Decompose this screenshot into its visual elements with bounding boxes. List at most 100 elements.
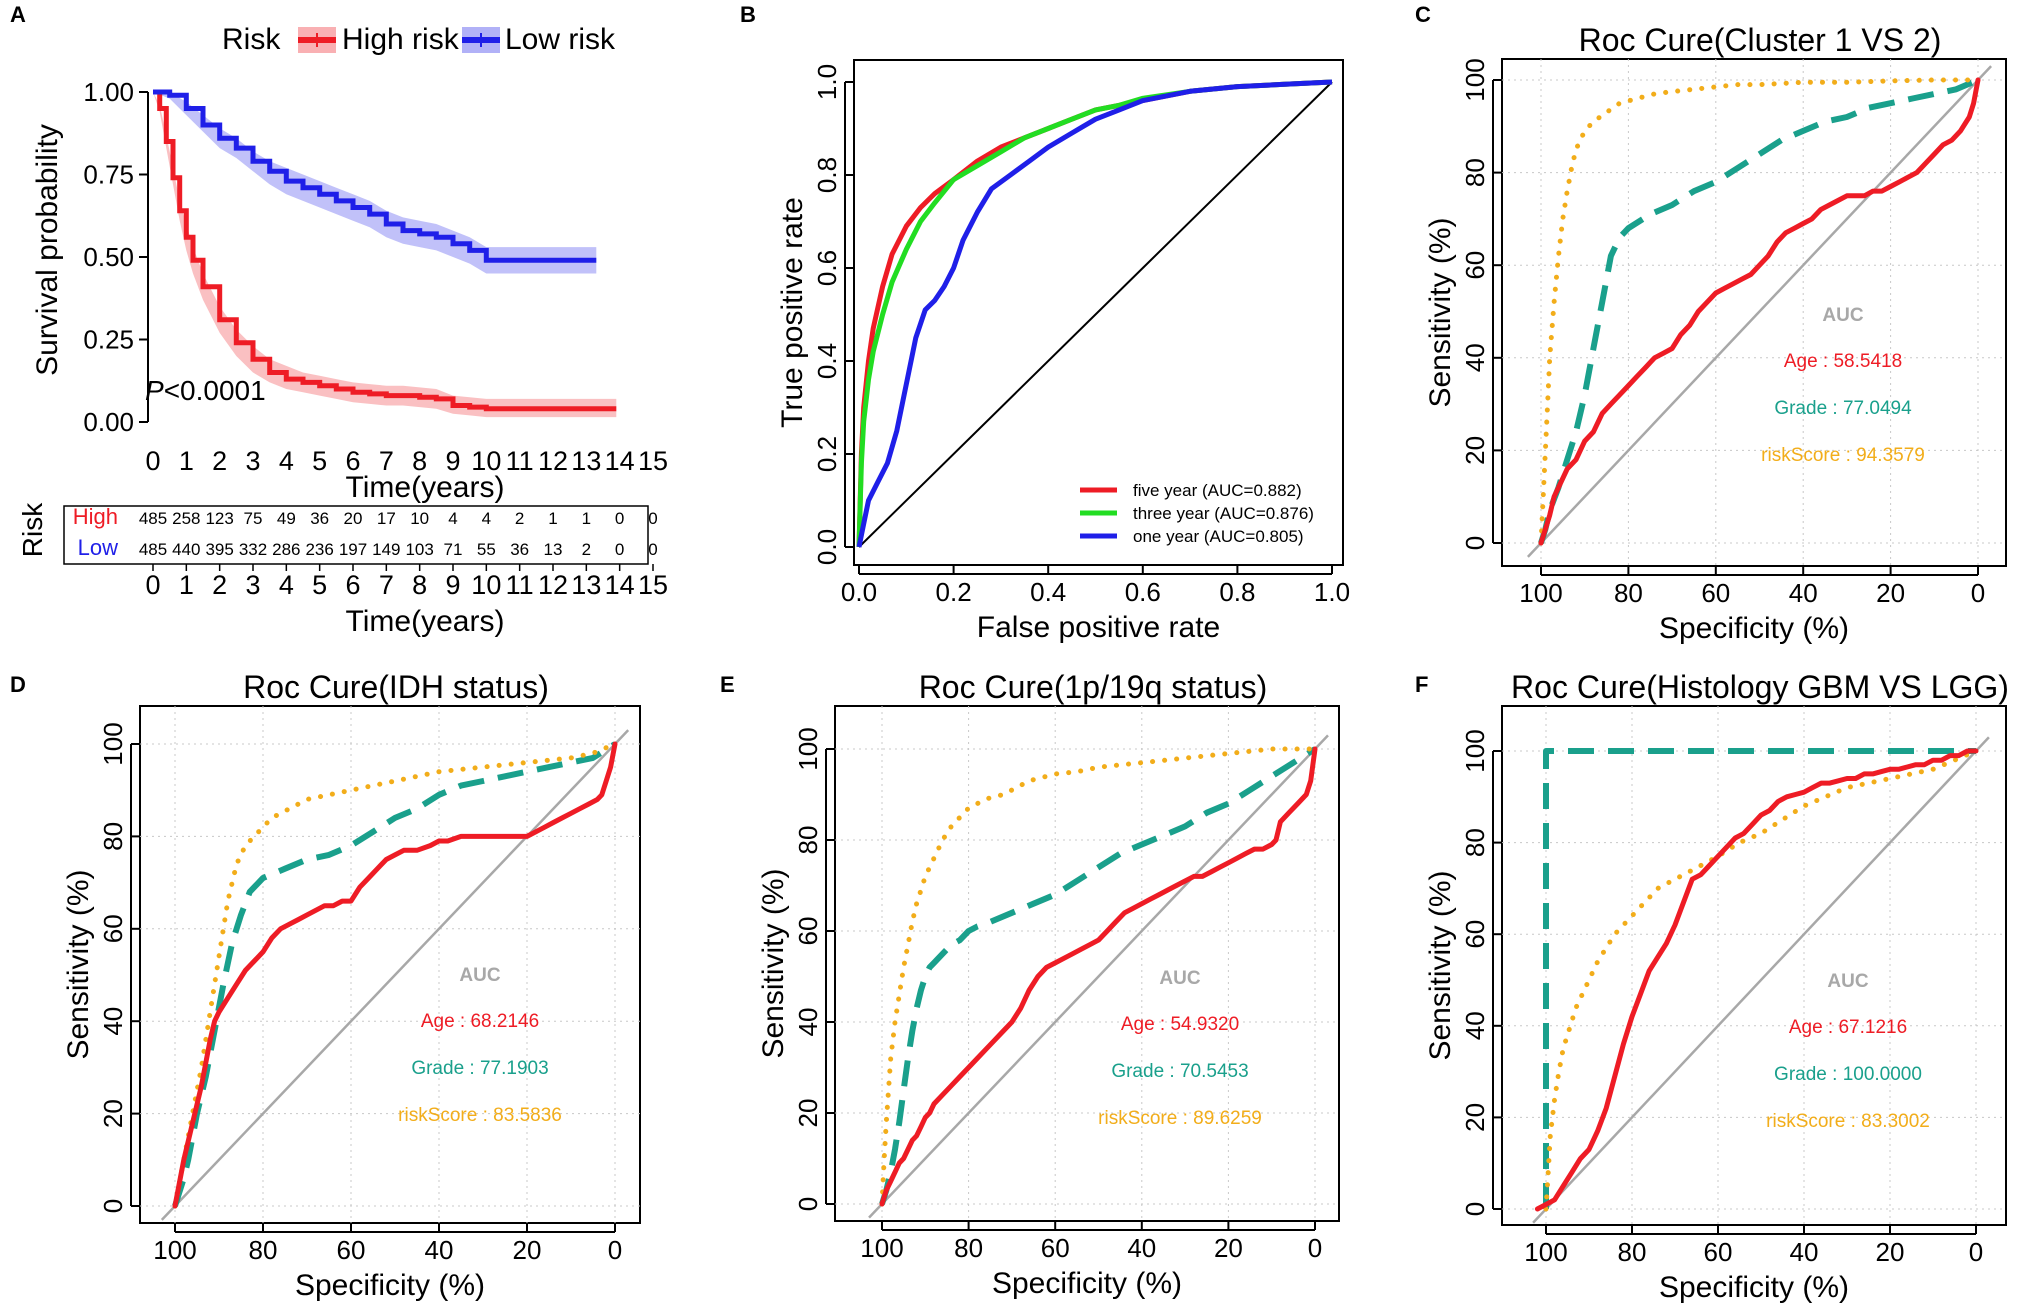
panel-a-x-tick-label: 10	[471, 446, 501, 476]
panel-e-y-tick-label: 80	[793, 826, 823, 855]
panel-d-plot-frame	[139, 705, 641, 1224]
risk-table-cell: 286	[272, 540, 300, 559]
risk-table-cell: 258	[172, 509, 200, 528]
panel-d-y-tick-label: 100	[98, 722, 128, 765]
panel-e-y-tick-label: 100	[793, 727, 823, 770]
panel-e-y-tick-label: 0	[793, 1197, 823, 1211]
panel-c-roc-curve-age	[1538, 77, 1981, 546]
panel-c-y-tick-label: 60	[1460, 251, 1490, 280]
risk-table-cell: 4	[482, 509, 491, 528]
panel-f-y-axis-title: Sensitivity (%)	[1424, 870, 1457, 1060]
panel-b-x-tick-label: 0.0	[841, 577, 877, 607]
panel-f-x-tick-label: 20	[1876, 1237, 1905, 1267]
panel-letter-d: D	[10, 672, 26, 697]
panel-a-x-tick-label: 15	[638, 446, 668, 476]
panel-a-y-tick-label: 1.00	[83, 77, 134, 107]
panel-b-x-tick-label: 0.2	[936, 577, 972, 607]
panel-c-y-tick-label: 40	[1460, 343, 1490, 372]
panel-letter-c: C	[1415, 2, 1431, 27]
panel-f-y-tick-label: 0	[1460, 1202, 1490, 1216]
risk-table-cell: 49	[277, 509, 296, 528]
panel-e-x-tick-label: 20	[1214, 1233, 1243, 1263]
panel-d-x-tick-label: 80	[249, 1235, 278, 1265]
panel-b-legend-label-2: one year (AUC=0.805)	[1133, 527, 1304, 546]
panel-a-x-tick-label: 4	[279, 446, 294, 476]
panel-a-x-tick-label: 12	[538, 446, 568, 476]
panel-e-roc-curve-age	[879, 746, 1318, 1207]
panel-c-x-tick-label: 20	[1876, 578, 1905, 608]
panel-e-x-tick-label: 100	[860, 1233, 903, 1263]
panel-c-reference-diagonal	[1526, 65, 1993, 558]
risk-table-cell: 71	[444, 540, 463, 559]
risk-table-cell: 1	[582, 509, 591, 528]
panel-c-x-axis-title: Specificity (%)	[1659, 612, 1849, 645]
panel-e-auc-title: AUC	[1159, 968, 1200, 989]
panel-a-x-tick-label: 6	[345, 446, 360, 476]
risk-table-x-tick-label: 6	[345, 570, 360, 600]
panel-a-y-tick-label: 0.25	[83, 325, 134, 355]
panel-e-auc-label-riskscore: riskScore : 89.6259	[1098, 1108, 1262, 1129]
panel-c-x-tick-label: 0	[1971, 578, 1985, 608]
panel-e-plot-frame	[834, 705, 1340, 1222]
panel-e-auc-label-age: Age : 54.9320	[1121, 1014, 1239, 1035]
panel-a-confidence-band-low	[153, 92, 597, 274]
panel-a-x-tick-label: 9	[445, 446, 460, 476]
risk-table-cell: 55	[477, 540, 496, 559]
panel-a-x-tick-label: 11	[506, 446, 534, 476]
panel-d-x-tick-label: 60	[337, 1235, 366, 1265]
risk-table-cell: 123	[205, 509, 233, 528]
risk-table-cell: 20	[344, 509, 363, 528]
panel-d-y-tick-label: 0	[98, 1199, 128, 1213]
panel-f-auc-label-riskscore: riskScore : 83.3002	[1766, 1111, 1930, 1132]
panel-c-y-axis-title: Sensitivity (%)	[1424, 217, 1457, 407]
panel-e-y-tick-label: 60	[793, 917, 823, 946]
panel-b-roc-curve-2	[856, 79, 1333, 548]
risk-table-cell: 0	[648, 509, 657, 528]
risk-table-cell: 0	[648, 540, 657, 559]
panel-c-plot-frame	[1501, 58, 2007, 567]
panel-e-x-axis-title: Specificity (%)	[992, 1267, 1182, 1300]
panel-c-y-tick-label: 80	[1460, 158, 1490, 187]
panel-e-x-tick-label: 0	[1308, 1233, 1322, 1263]
panel-a-x-tick-label: 8	[412, 446, 427, 476]
risk-table-cell: 440	[172, 540, 200, 559]
panel-c-x-tick-label: 40	[1789, 578, 1818, 608]
panel-b-y-axis-title: True positive rate	[776, 197, 809, 428]
axes-layer	[63, 27, 2007, 1235]
risk-table-cell: 485	[139, 540, 167, 559]
pvalue-value: <0.0001	[164, 375, 266, 406]
panel-a-x-tick-label: 1	[179, 446, 194, 476]
risk-table-cell: 0	[615, 509, 624, 528]
risk-table-cell: 10	[410, 509, 429, 528]
panel-d-y-tick-label: 80	[98, 822, 128, 851]
panel-a-x-tick-label: 2	[212, 446, 227, 476]
confidence-bands-layer	[153, 92, 617, 418]
risk-table-x-tick-label: 7	[379, 570, 394, 600]
panel-f-roc-curve-grade	[1543, 748, 1976, 1209]
panel-a-x-axis-title: Time(years)	[346, 471, 505, 504]
panel-c-roc-curve-grade	[1538, 77, 1980, 544]
panel-b-x-tick-label: 1.0	[1314, 577, 1350, 607]
panel-d-x-tick-label: 40	[425, 1235, 454, 1265]
panel-f-plot-frame	[1501, 705, 2007, 1226]
panel-f-y-tick-label: 20	[1460, 1103, 1490, 1132]
risk-table-cell: 485	[139, 509, 167, 528]
panel-a-x-tick-label: 3	[245, 446, 260, 476]
panel-b-x-axis-title: False positive rate	[977, 611, 1220, 644]
risk-table-x-tick-label: 12	[538, 570, 568, 600]
risk-table-x-tick-label: 0	[145, 570, 160, 600]
panel-c-auc-label-grade: Grade : 77.0494	[1774, 398, 1912, 419]
risk-table-cell: 75	[244, 509, 263, 528]
panel-d-auc-title: AUC	[459, 965, 500, 986]
panel-a-x-tick-label: 14	[605, 446, 635, 476]
panel-c-auc-label-riskscore: riskScore : 94.3579	[1761, 445, 1925, 466]
risk-table-cell: 149	[372, 540, 400, 559]
panel-f-title: Roc Cure(Histology GBM VS LGG)	[1511, 669, 2009, 705]
panel-b-y-tick-label: 1.0	[812, 64, 842, 100]
panel-a-pvalue: P<0.0001	[145, 375, 266, 406]
risk-table-cell: 4	[448, 509, 457, 528]
risk-table-cell: 236	[305, 540, 333, 559]
panel-b-y-tick-label: 0.8	[812, 157, 842, 193]
risk-table-cell: 13	[544, 540, 563, 559]
